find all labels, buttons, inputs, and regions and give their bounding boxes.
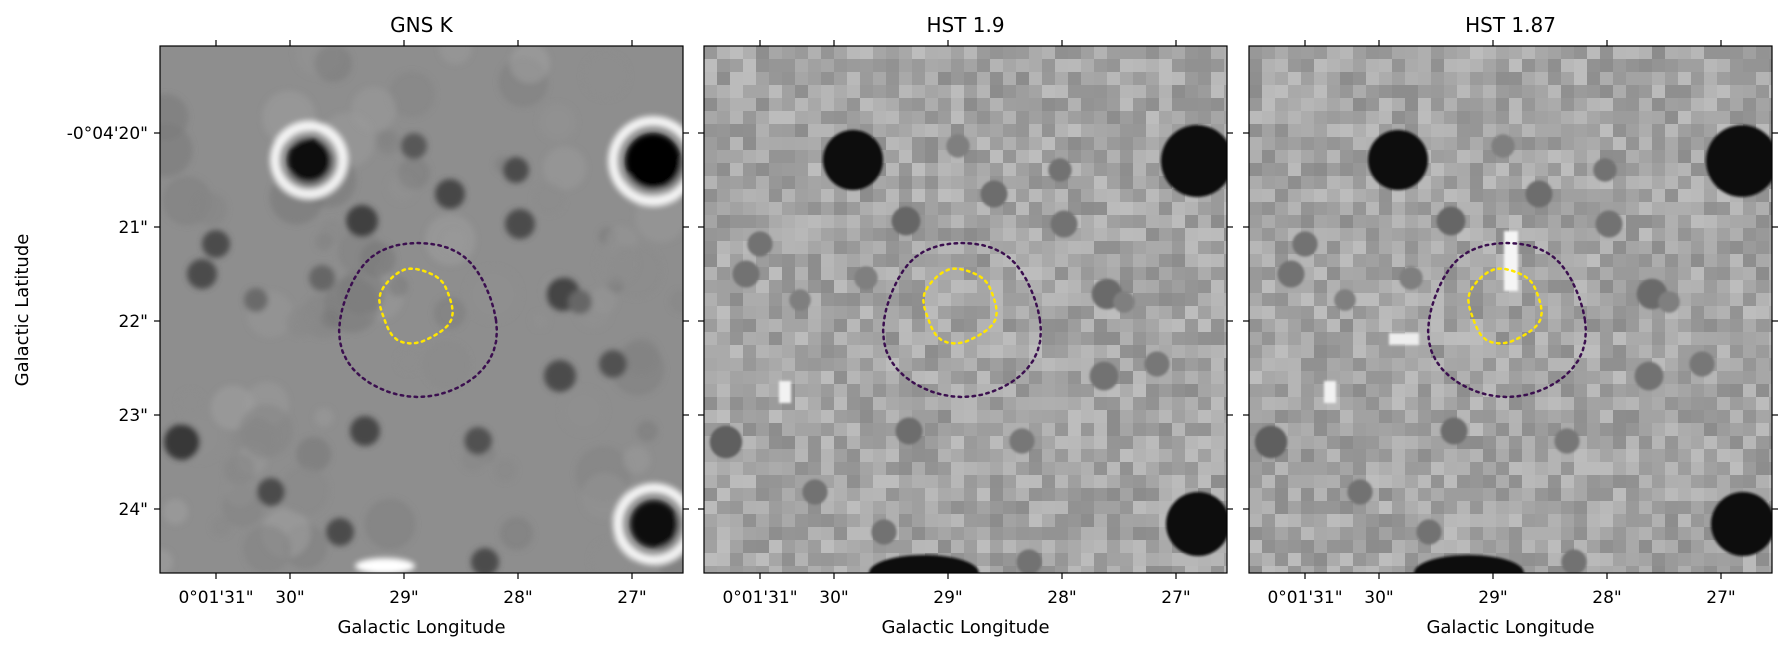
axes-frame <box>703 45 1228 574</box>
y-tick-label: 22" <box>119 312 148 332</box>
panel-1: 0°01'31" 30" 29" 28" 27" -0°04'20" 21" 22" 23" 24… <box>67 13 689 638</box>
panel-image <box>1249 46 1772 573</box>
panel-title: GNS K <box>390 13 454 37</box>
x-tick-label: 0°01'31" <box>722 588 797 608</box>
x-tick-label: 29" <box>933 588 962 608</box>
y-axis-label: Galactic Latitude <box>12 234 33 387</box>
inner-contour <box>922 267 998 345</box>
axes-frame <box>159 45 684 574</box>
x-tick-label: 28" <box>503 588 532 608</box>
x-tick-label: 30" <box>275 588 304 608</box>
panel-title: HST 1.9 <box>926 13 1004 37</box>
panel-image <box>160 46 683 573</box>
panel-image <box>704 46 1227 573</box>
x-tick-label: 0°01'31" <box>1267 588 1342 608</box>
panel-title: HST 1.87 <box>1465 13 1556 37</box>
y-tick-label: -0°04'20" <box>67 124 148 144</box>
x-tick-label: 0°01'31" <box>178 588 253 608</box>
x-tick-label: 28" <box>1047 588 1076 608</box>
x-tick-label: 27" <box>1706 588 1735 608</box>
outer-contour <box>1426 241 1588 399</box>
inner-contour <box>378 267 454 345</box>
axes-frame <box>1248 45 1773 574</box>
x-tick-label: 27" <box>1161 588 1190 608</box>
x-tick-label: 27" <box>617 588 646 608</box>
x-axis-label: Galactic Longitude <box>337 617 505 638</box>
panels: 0°01'31" 30" 29" 28" 27" -0°04'20" 21" 22" 23" 24… <box>67 13 1778 638</box>
x-axis-label: Galactic Longitude <box>1426 617 1594 638</box>
x-tick-label: 30" <box>819 588 848 608</box>
outer-contour <box>337 241 499 399</box>
y-tick-label: 23" <box>119 406 148 426</box>
panel-2: 0°01'31" 30" 29" 28" 27" HST 1.9 Galactic Long… <box>698 13 1233 638</box>
y-tick-label: 21" <box>119 218 148 238</box>
x-axis-label: Galactic Longitude <box>881 617 1049 638</box>
panel-3: 0°01'31" 30" 29" 28" 27" HST 1.87 Galactic Lon… <box>1243 13 1778 638</box>
x-tick-label: 29" <box>1478 588 1507 608</box>
x-tick-label: 28" <box>1592 588 1621 608</box>
inner-contour <box>1467 267 1543 345</box>
outer-contour <box>881 241 1043 399</box>
x-tick-label: 29" <box>389 588 418 608</box>
y-tick-label: 24" <box>119 500 148 520</box>
x-tick-label: 30" <box>1364 588 1393 608</box>
